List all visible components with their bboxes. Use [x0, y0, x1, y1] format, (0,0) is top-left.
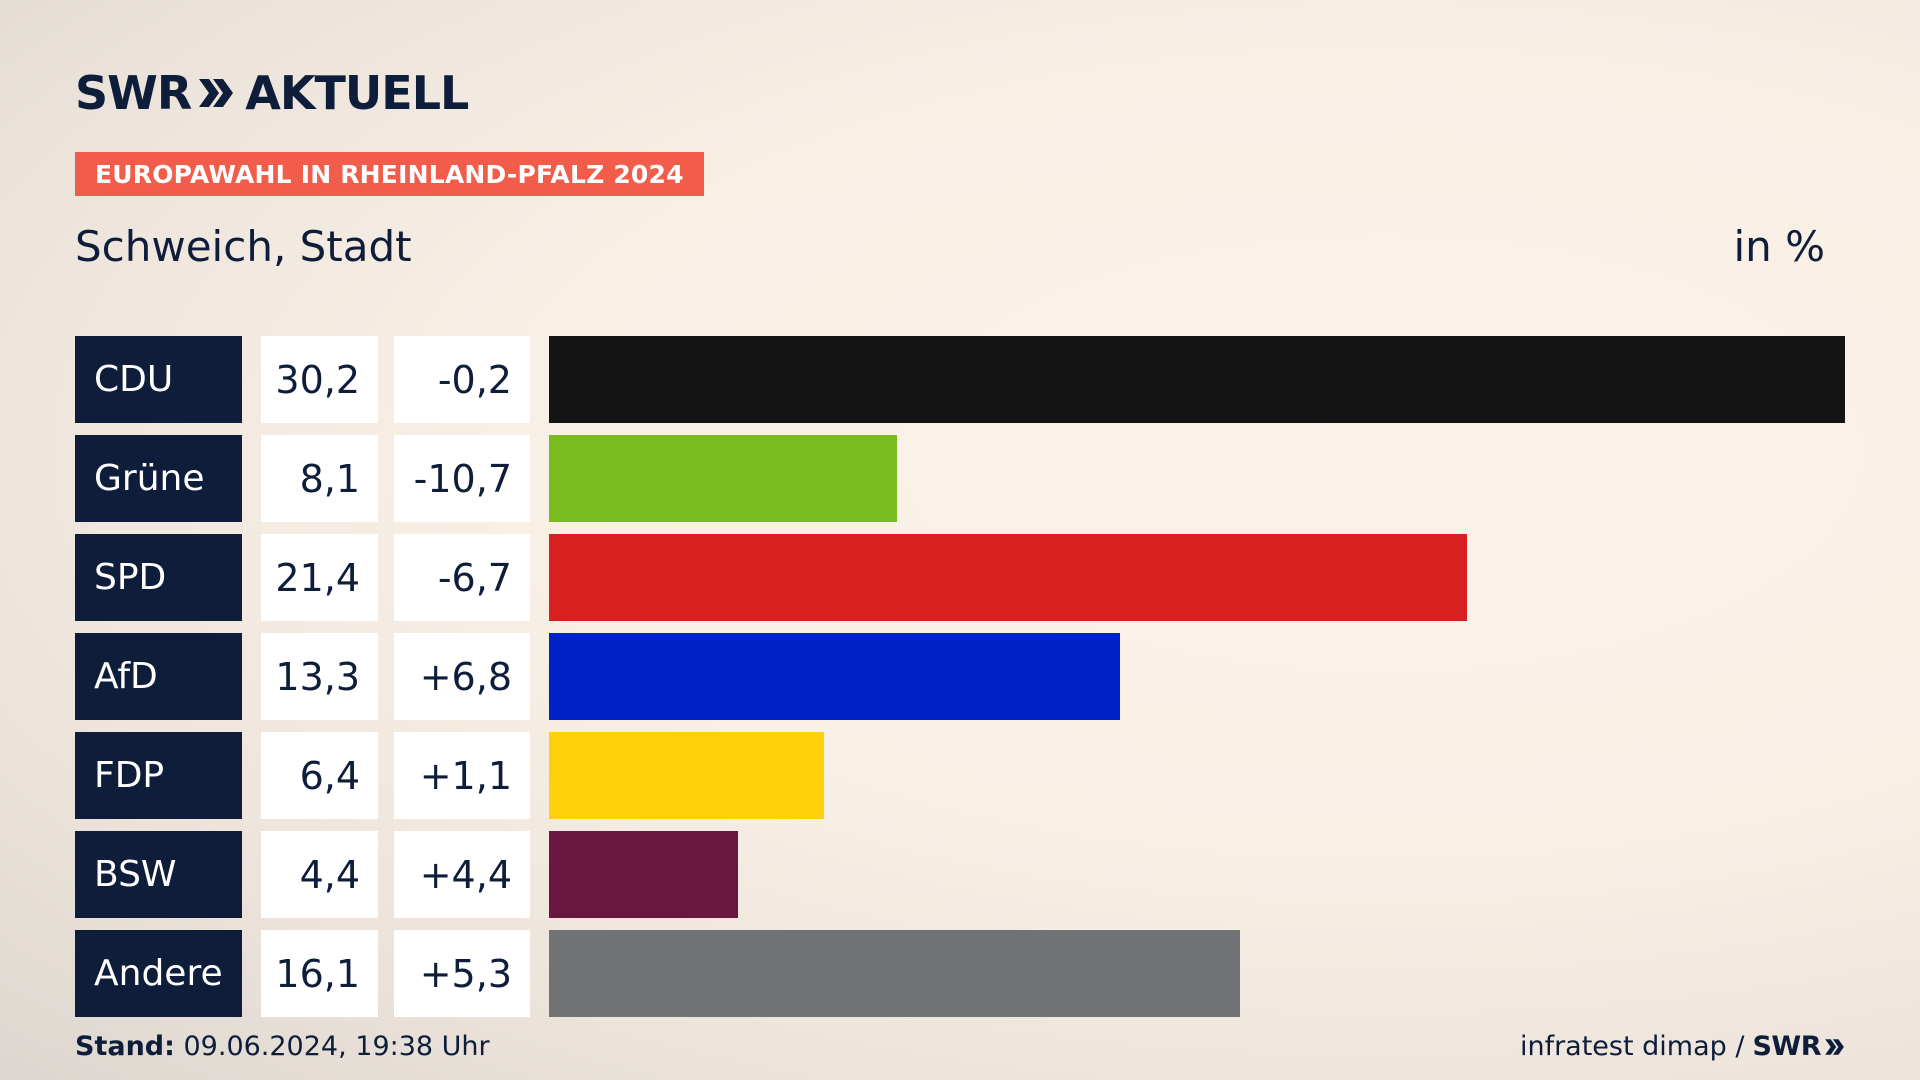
vote-share-label: 16,1 [261, 930, 378, 1017]
unit-label: in % [1733, 222, 1825, 271]
result-bar [549, 336, 1845, 423]
vote-share-label: 8,1 [261, 435, 378, 522]
region-title: Schweich, Stadt [75, 222, 412, 271]
result-row: Andere 16,1 +5,3 [75, 930, 1845, 1017]
party-label: AfD [75, 633, 242, 720]
source-credit: infratest dimap / SWR [1520, 1031, 1845, 1062]
change-label: +4,4 [394, 831, 530, 918]
vote-share-label: 30,2 [261, 336, 378, 423]
change-label: +1,1 [394, 732, 530, 819]
result-bar [549, 831, 738, 918]
change-label: +6,8 [394, 633, 530, 720]
stand-value: 09.06.2024, 19:38 Uhr [174, 1031, 490, 1062]
result-bar [549, 435, 897, 522]
vote-share-label: 13,3 [261, 633, 378, 720]
party-label: BSW [75, 831, 242, 918]
change-label: -6,7 [394, 534, 530, 621]
result-bar [549, 930, 1240, 1017]
election-banner: EUROPAWAHL IN RHEINLAND-PFALZ 2024 [75, 152, 704, 196]
party-label: FDP [75, 732, 242, 819]
timestamp: Stand: 09.06.2024, 19:38 Uhr [75, 1031, 490, 1062]
source-text: infratest dimap / [1519, 1031, 1745, 1062]
result-bar [549, 633, 1120, 720]
double-chevron-small-icon [1825, 1038, 1844, 1055]
vote-share-label: 21,4 [261, 534, 378, 621]
result-row: AfD 13,3 +6,8 [75, 633, 1845, 720]
party-label: SPD [75, 534, 242, 621]
result-row: Grüne 8,1 -10,7 [75, 435, 1845, 522]
logo-swr-text: SWR [75, 66, 192, 120]
result-bar [549, 534, 1467, 621]
stand-label: Stand: [75, 1031, 175, 1062]
swr-aktuell-logo: SWR AKTUELL [75, 66, 469, 120]
change-label: +5,3 [394, 930, 530, 1017]
result-row: CDU 30,2 -0,2 [75, 336, 1845, 423]
party-label: Grüne [75, 435, 242, 522]
party-label: CDU [75, 336, 242, 423]
result-bar [549, 732, 824, 819]
logo-aktuell-text: AKTUELL [245, 66, 469, 120]
result-row: FDP 6,4 +1,1 [75, 732, 1845, 819]
result-row: SPD 21,4 -6,7 [75, 534, 1845, 621]
change-label: -0,2 [394, 336, 530, 423]
change-label: -10,7 [394, 435, 530, 522]
swr-small-logo-text: SWR [1752, 1031, 1821, 1062]
vote-share-label: 6,4 [261, 732, 378, 819]
double-chevron-icon [199, 79, 234, 107]
party-label: Andere [75, 930, 242, 1017]
vote-share-label: 4,4 [261, 831, 378, 918]
result-row: BSW 4,4 +4,4 [75, 831, 1845, 918]
